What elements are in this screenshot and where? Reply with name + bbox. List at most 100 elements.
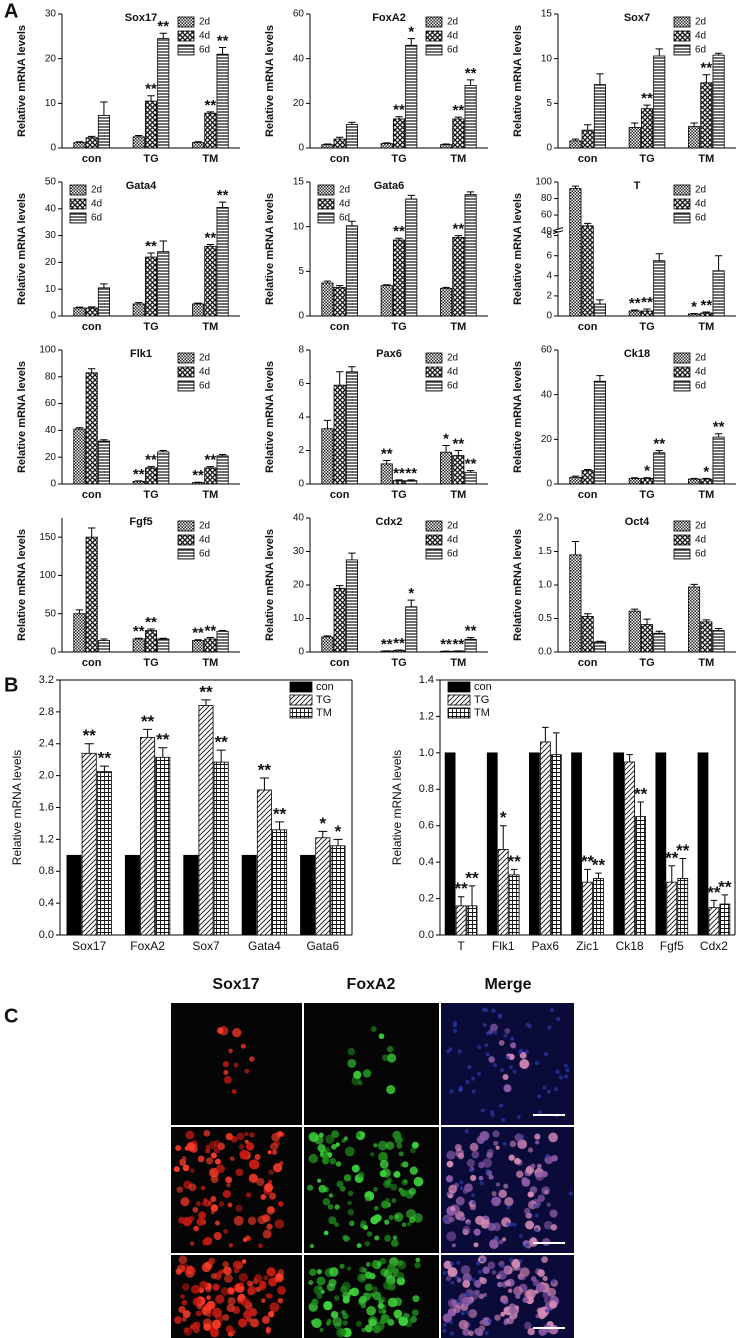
bar	[216, 455, 229, 485]
cell-nucleus	[347, 1266, 352, 1271]
cell-nucleus	[516, 1158, 522, 1164]
legend-swatch	[317, 198, 335, 210]
significance-mark: **	[718, 877, 732, 896]
y-tick-label: 20	[45, 257, 57, 268]
bar	[85, 372, 98, 485]
cell-nucleus	[188, 1183, 197, 1192]
cell-nucleus	[367, 1316, 378, 1327]
cell-nucleus	[462, 1273, 472, 1283]
cell-nucleus	[189, 1267, 197, 1274]
cell-nucleus	[412, 1295, 420, 1303]
cell-nucleus	[519, 1274, 527, 1281]
cell-nucleus	[239, 1282, 244, 1287]
x-tick-label: TM	[202, 321, 218, 333]
chart-title: Fgf5	[129, 516, 152, 528]
cell-nucleus	[336, 1180, 344, 1188]
cell-nucleus	[323, 1300, 333, 1311]
chart-title: Ck18	[624, 348, 650, 360]
y-tick-label: 0	[50, 647, 56, 658]
bar	[571, 752, 582, 936]
cell-nucleus	[543, 1220, 553, 1230]
cell-nucleus	[504, 1028, 511, 1034]
error-bar	[466, 191, 475, 195]
cell-nucleus	[491, 1191, 497, 1197]
cell-nucleus	[342, 1296, 350, 1304]
x-tick-label: con	[82, 153, 102, 165]
cell-nucleus	[400, 1189, 408, 1197]
cell-nucleus	[378, 1307, 385, 1314]
dapi-nucleus	[505, 1055, 510, 1060]
cell-nucleus	[314, 1135, 324, 1145]
panel-label: C	[4, 1005, 18, 1027]
cell-nucleus	[362, 1069, 372, 1078]
error-bar	[702, 311, 711, 313]
cell-nucleus	[178, 1255, 188, 1265]
cell-nucleus	[334, 1222, 339, 1228]
x-tick-label: FoxA2	[130, 939, 165, 953]
bar	[697, 752, 709, 936]
cell-nucleus	[317, 1178, 322, 1183]
legend-swatch	[673, 534, 691, 546]
dapi-nucleus	[502, 1141, 507, 1146]
bar	[321, 282, 334, 317]
dapi-nucleus	[471, 1076, 476, 1081]
cell-nucleus	[322, 1198, 331, 1206]
cell-nucleus	[358, 1295, 367, 1304]
bar	[97, 640, 110, 653]
dapi-nucleus	[454, 1275, 459, 1280]
x-tick-label: TG	[639, 489, 654, 501]
cell-nucleus	[509, 1140, 517, 1148]
dapi-nucleus	[510, 1036, 515, 1041]
cell-nucleus	[358, 1171, 365, 1178]
cell-nucleus	[384, 1219, 390, 1225]
significance-mark: **	[592, 856, 606, 875]
error-bar	[218, 630, 227, 632]
significance-mark: **	[700, 60, 712, 77]
cell-nucleus	[331, 1130, 340, 1139]
bar	[315, 837, 331, 936]
legend-swatch	[673, 184, 691, 196]
bar	[444, 752, 456, 936]
y-tick-label: 150	[39, 532, 56, 543]
cell-nucleus	[334, 1295, 340, 1302]
error-bar	[100, 439, 108, 442]
cell-nucleus	[210, 1175, 219, 1184]
bar	[380, 463, 393, 485]
bar	[466, 905, 478, 936]
bar	[132, 136, 145, 149]
bar	[85, 137, 98, 149]
error-bar	[702, 74, 711, 83]
legend-swatch	[425, 366, 443, 378]
error-bar	[335, 285, 344, 288]
legend-label: 2d	[199, 17, 210, 28]
error-bar	[383, 284, 391, 286]
significance-mark: **	[452, 102, 464, 119]
legend-label: 4d	[695, 535, 706, 546]
cell-nucleus	[210, 1273, 217, 1280]
cell-nucleus	[319, 1327, 324, 1333]
cell-nucleus	[269, 1142, 279, 1151]
error-bar	[335, 371, 344, 386]
cell-nucleus	[203, 1199, 212, 1208]
cell-nucleus	[410, 1147, 416, 1154]
y-tick-label: 0.0	[538, 647, 552, 658]
cell-nucleus	[318, 1184, 327, 1193]
cell-nucleus	[192, 1206, 199, 1213]
cell-nucleus	[198, 1211, 207, 1220]
bar	[452, 455, 465, 485]
cell-nucleus	[326, 1320, 331, 1326]
dapi-nucleus	[506, 1222, 511, 1227]
bar	[132, 303, 145, 317]
cell-nucleus	[507, 1288, 513, 1293]
cell-nucleus	[307, 1184, 314, 1191]
error-bar	[158, 747, 168, 758]
chart-title: Sox17	[125, 12, 157, 24]
cell-nucleus	[513, 1286, 523, 1296]
error-bar	[655, 630, 663, 634]
significance-mark: **	[440, 636, 452, 653]
dapi-nucleus	[532, 1203, 537, 1208]
cell-nucleus	[241, 1259, 247, 1264]
error-bar	[383, 142, 391, 144]
cell-nucleus	[223, 1070, 229, 1075]
cell-nucleus	[543, 1298, 549, 1303]
